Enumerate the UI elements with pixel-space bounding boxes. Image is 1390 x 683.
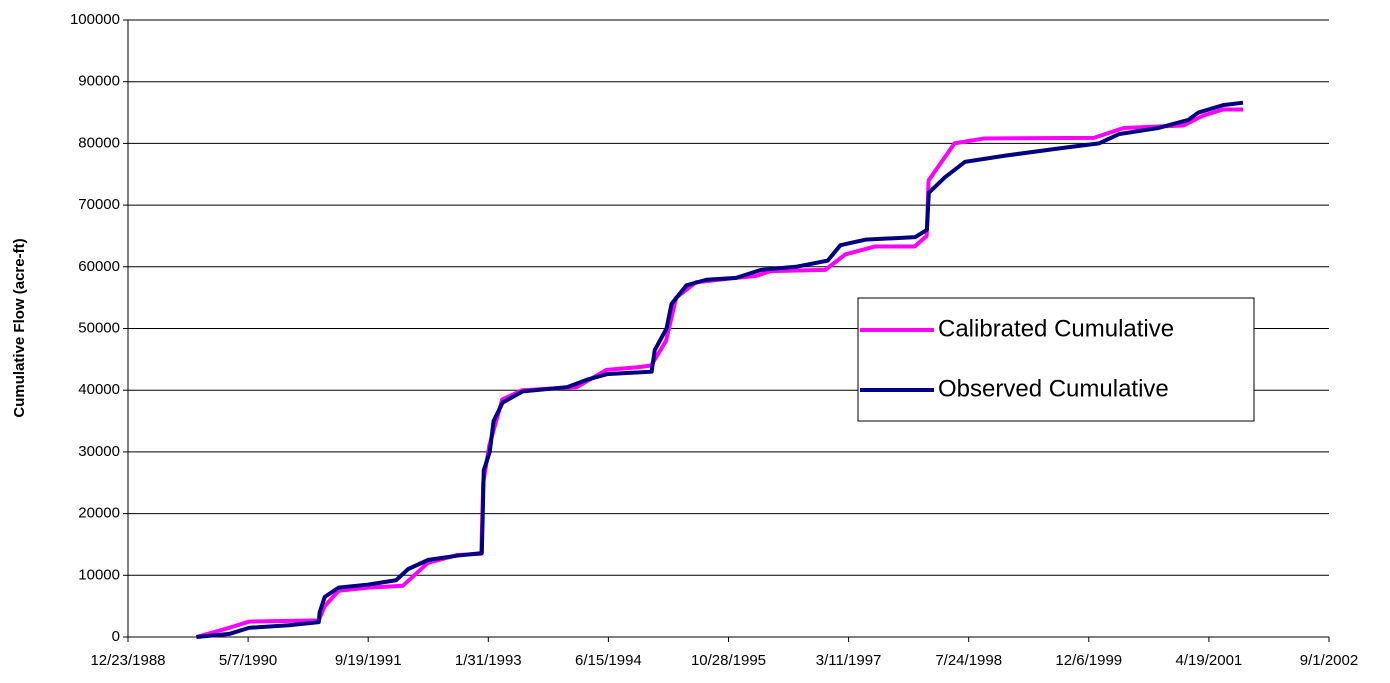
x-tick-label: 6/15/1994 <box>575 652 642 669</box>
x-tick-label: 9/1/2002 <box>1300 652 1358 669</box>
legend-box <box>857 297 1255 422</box>
y-tick-label: 0 <box>112 628 120 645</box>
y-tick-label: 20000 <box>78 505 120 522</box>
series-line <box>196 100 1244 639</box>
legend-label: Calibrated Cumulative <box>938 315 1174 342</box>
x-tick-label: 3/11/1997 <box>816 652 882 669</box>
y-tick-label: 30000 <box>78 443 120 460</box>
y-tick-label: 10000 <box>78 566 120 583</box>
x-tick-label: 5/7/1990 <box>219 652 277 669</box>
y-axis-label: Cumulative Flow (acre-ft) <box>11 238 28 417</box>
y-tick-label: 50000 <box>78 319 120 336</box>
x-tick-label: 9/19/1991 <box>335 652 402 669</box>
series-line <box>195 107 1244 639</box>
x-tick-label: 1/31/1993 <box>455 652 522 669</box>
x-tick-label: 12/23/1988 <box>90 652 165 669</box>
x-tick-label: 7/24/1998 <box>935 652 1002 669</box>
x-tick-label: 12/6/1999 <box>1055 652 1122 669</box>
legend-label: Observed Cumulative <box>938 375 1169 402</box>
x-tick-label: 4/19/2001 <box>1176 652 1243 669</box>
x-tick-label: 10/28/1995 <box>691 652 766 669</box>
y-tick-label: 60000 <box>78 258 120 275</box>
y-tick-label: 70000 <box>78 196 120 213</box>
y-tick-label: 100000 <box>70 11 120 28</box>
y-tick-label: 90000 <box>78 73 120 90</box>
y-tick-label: 40000 <box>78 381 120 398</box>
y-tick-label: 80000 <box>78 134 120 151</box>
